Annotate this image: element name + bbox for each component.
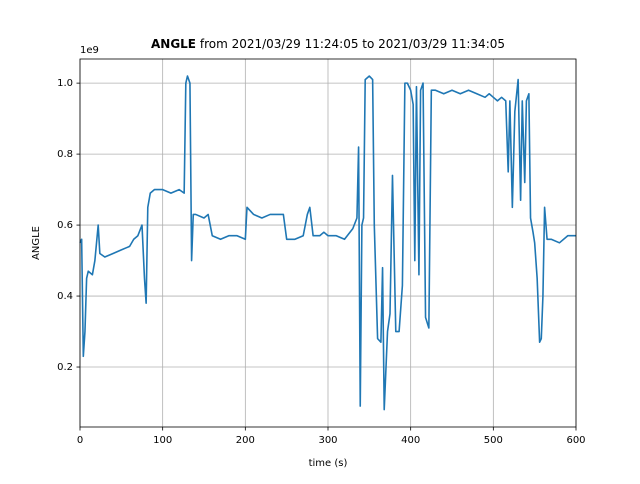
x-tick-label: 0 bbox=[77, 435, 83, 446]
y-axis-label: ANGLE bbox=[31, 226, 42, 260]
y-tick-label: 0.2 bbox=[57, 362, 73, 373]
x-tick-label: 600 bbox=[566, 435, 585, 446]
y-tick-label: 0.8 bbox=[57, 149, 73, 160]
y-tick-label: 0.4 bbox=[57, 291, 73, 302]
y-tick-label: 0.6 bbox=[57, 220, 73, 231]
x-tick-label: 300 bbox=[318, 435, 337, 446]
x-axis-label: time (s) bbox=[309, 458, 348, 469]
title-rest: from 2021/03/29 11:24:05 to 2021/03/29 1… bbox=[200, 37, 505, 51]
chart-title: ANGLE from 2021/03/29 11:24:05 to 2021/0… bbox=[151, 37, 505, 51]
y-offset-label: 1e9 bbox=[80, 45, 99, 56]
x-tick-label: 100 bbox=[153, 435, 172, 446]
y-tick-label: 1.0 bbox=[57, 78, 73, 89]
data-line bbox=[79, 75, 576, 411]
plot-frame bbox=[79, 58, 577, 428]
x-tick-label: 400 bbox=[401, 435, 420, 446]
title-bold: ANGLE bbox=[151, 37, 196, 51]
x-tick-label: 500 bbox=[484, 435, 503, 446]
x-tick-label: 200 bbox=[236, 435, 255, 446]
